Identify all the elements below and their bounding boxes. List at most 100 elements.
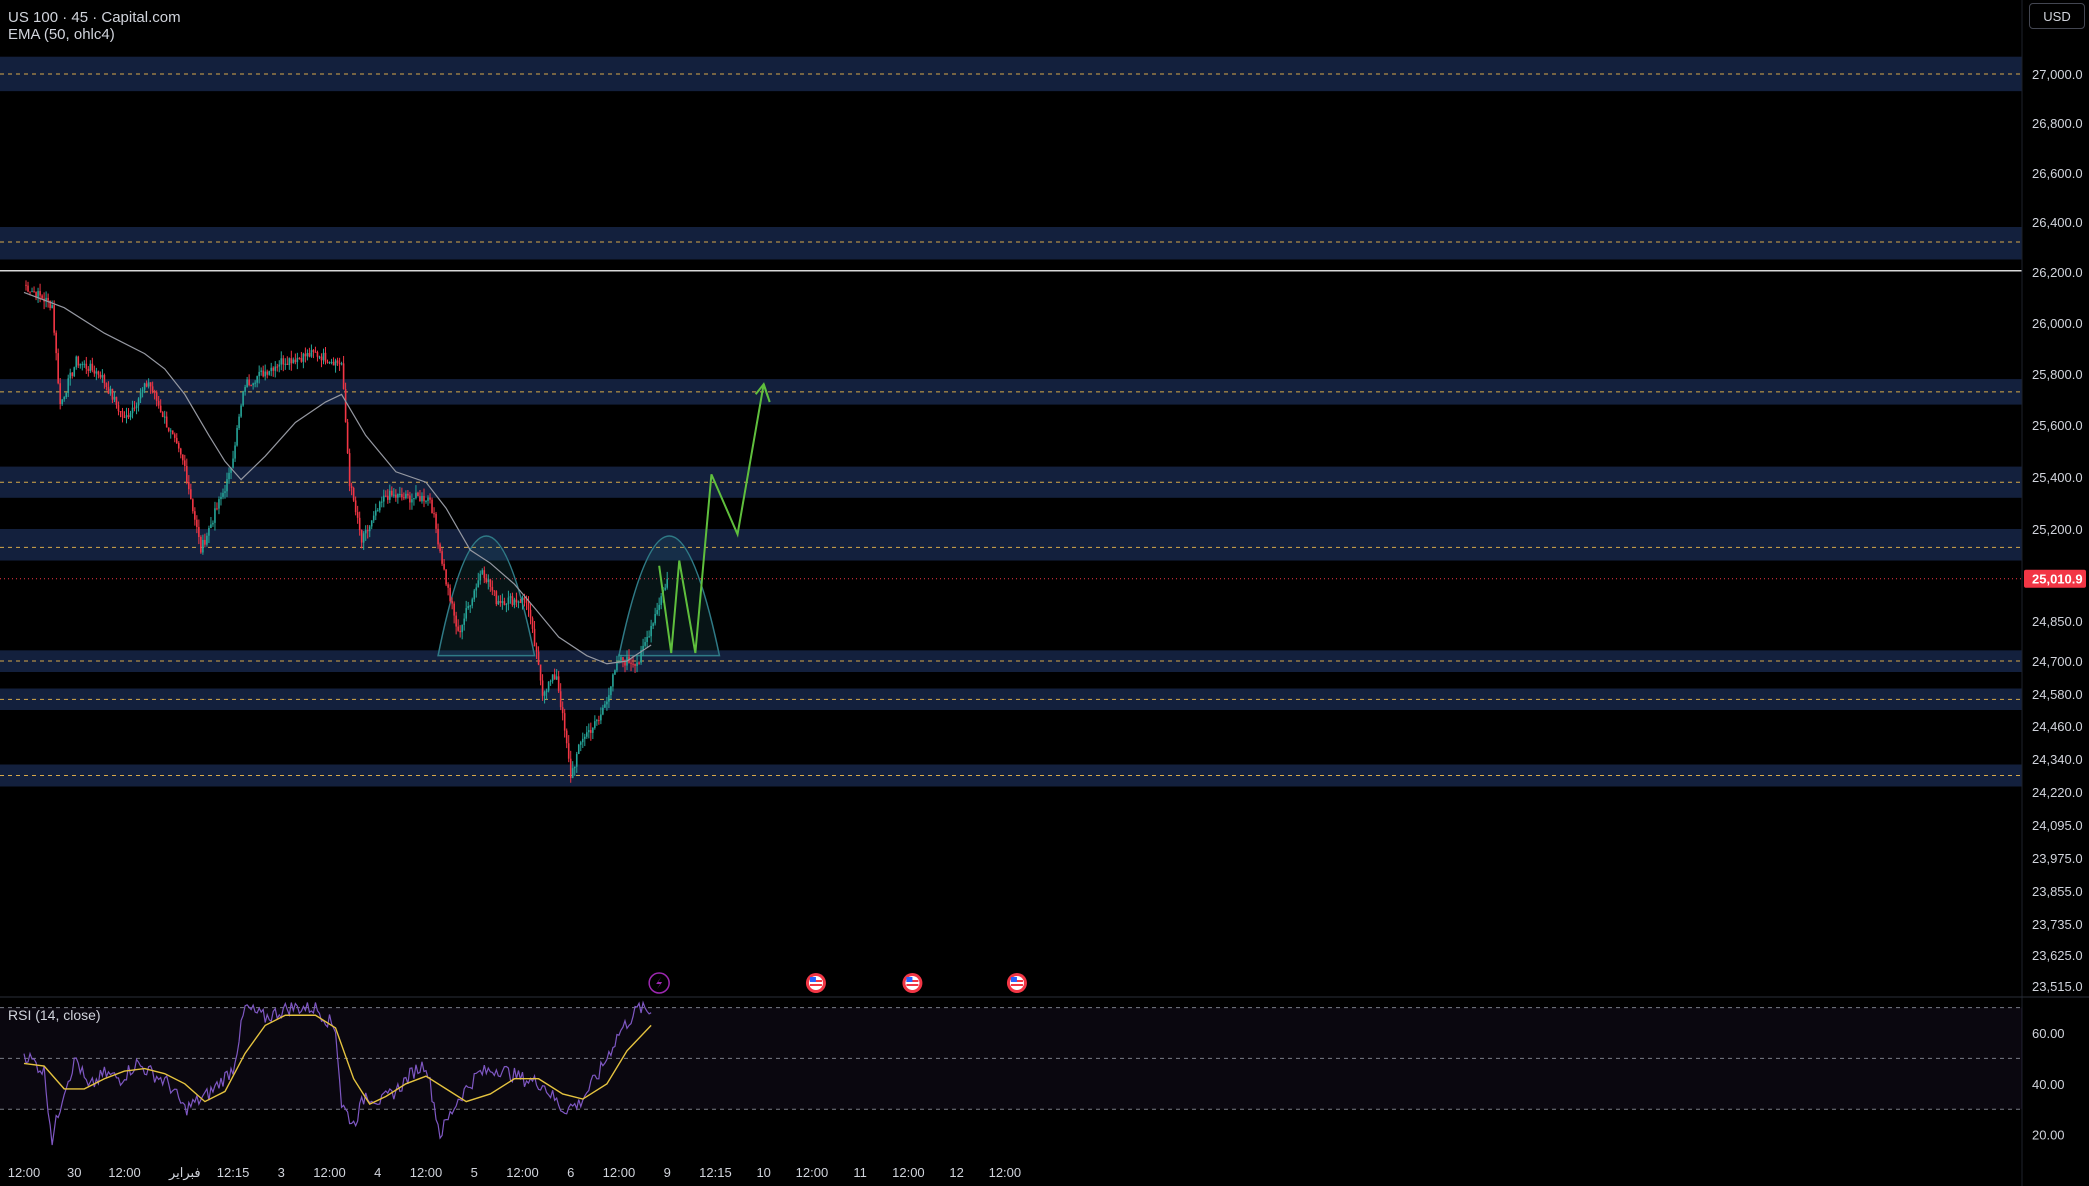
price-tick-label: 24,460.0 [2032,719,2083,734]
candle-body [346,422,349,454]
candle-body [61,399,63,404]
candle-body [654,614,656,624]
candle-body [127,415,130,418]
candle-body [248,379,250,386]
candle-body [579,742,582,745]
candle-body [632,663,634,665]
candle-body [328,362,331,364]
candle-body [405,493,407,499]
candle-body [638,662,640,664]
candle-body [298,357,301,359]
us-flag-stripe [1010,984,1023,986]
candle-body [165,416,168,428]
candle-body [59,383,61,404]
candle-body [109,388,112,394]
candle-body [360,530,363,543]
candle-body [186,466,188,482]
candle-body [188,481,190,490]
projection-path [658,383,771,654]
candle-body [304,353,307,357]
candle-body [220,496,222,500]
candle-body [469,605,472,607]
candle-body [194,511,196,520]
candle-body [459,630,461,633]
candle-body [447,584,449,588]
candle-body [461,624,463,633]
candle-body [143,383,146,390]
candle-body [366,530,369,532]
candle-body [553,674,556,680]
candle-body [204,539,206,545]
candle-body [238,416,240,429]
candle-body [354,500,357,513]
candle-body [181,454,184,461]
candle-body [147,382,150,387]
candle-body [439,544,441,552]
candle-body [111,388,114,400]
candle-body [288,358,291,365]
candle-body [129,413,132,418]
candle-body [399,494,401,496]
last-price-tag [2024,569,2086,588]
candle-body [477,580,480,588]
candle-body [525,600,528,603]
candle-body [656,610,658,615]
candle-body [344,388,347,423]
price-tick-label: 26,600.0 [2032,166,2083,181]
candle-body [372,515,375,521]
candle-body [107,387,110,394]
candle-body [387,495,389,500]
price-tick-label: 26,400.0 [2032,215,2083,230]
candle-body [316,352,319,357]
candle-body [97,371,100,375]
candle-body [216,508,218,510]
currency-button[interactable]: USD [2029,3,2085,29]
candle-body [644,642,646,646]
candle-body [228,472,230,480]
candle-body [47,297,49,301]
candle-body [374,510,377,516]
candle-body [322,352,325,361]
candle-body [63,397,65,400]
time-tick-label: 12:00 [506,1165,539,1180]
candle-body [113,396,116,400]
candle-body [567,743,570,759]
candle-body [250,385,252,387]
candle-body [300,358,303,362]
candle-body [358,517,361,531]
candle-body [411,499,413,503]
candle-body [543,692,546,696]
candle-body [352,488,355,501]
candle-body [190,489,192,500]
time-tick-label: 10 [756,1165,770,1180]
candle-body [642,645,644,651]
candle-body [224,491,226,493]
candle-body [137,398,140,406]
candle-body [590,730,592,733]
price-tick-label: 24,220.0 [2032,785,2083,800]
candle-body [340,363,343,365]
candle-body [473,590,476,600]
candle-body [455,615,457,627]
candle-body [280,358,283,365]
candle-body [270,367,273,372]
candle-body [67,378,70,393]
time-tick-label: 12:00 [313,1165,346,1180]
candle-body [380,501,383,503]
us-flag-stripe [809,984,822,986]
candle-body [499,600,502,603]
candle-body [453,603,455,616]
price-tick-label: 27,000.0 [2032,67,2083,82]
candle-body [666,578,668,588]
candle-body [545,690,548,693]
candle-body [202,539,204,553]
candle-body [370,520,373,527]
rsi-tick-label: 60.00 [2032,1026,2065,1041]
candle-body [463,618,465,625]
candle-body [393,494,395,496]
price-tick-label: 25,600.0 [2032,418,2083,433]
candle-body [559,691,562,708]
candle-body [421,495,423,502]
time-tick-label: 12:00 [892,1165,925,1180]
